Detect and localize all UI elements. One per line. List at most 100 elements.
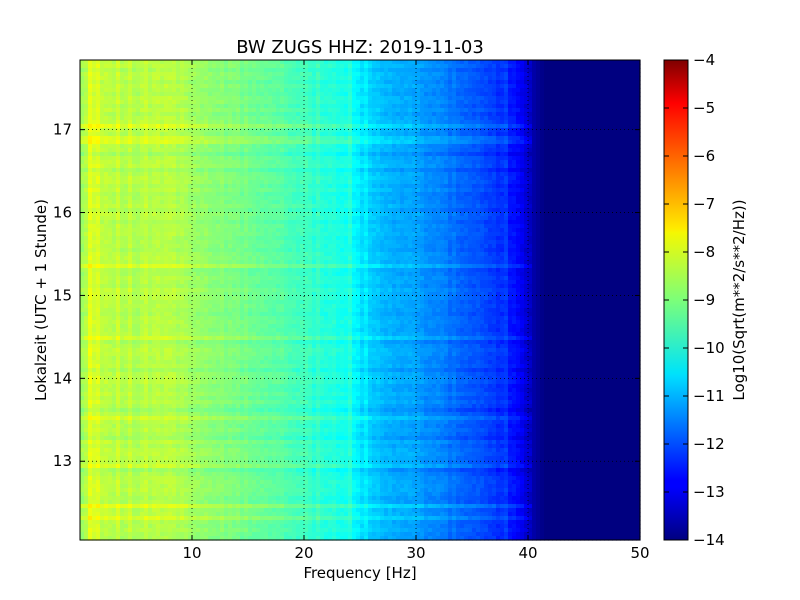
heatmap-cell [592, 100, 597, 105]
heatmap-cell [120, 80, 125, 85]
heatmap-cell [280, 164, 285, 169]
heatmap-cell [204, 144, 209, 149]
heatmap-cell [424, 76, 429, 81]
heatmap-cell [284, 168, 289, 173]
heatmap-cell [608, 184, 613, 189]
heatmap-cell [268, 80, 273, 85]
heatmap-cell [420, 180, 425, 185]
heatmap-cell [268, 60, 273, 65]
heatmap-cell [260, 192, 265, 197]
heatmap-cell [564, 144, 569, 149]
heatmap-cell [336, 136, 341, 141]
heatmap-cell [268, 144, 273, 149]
heatmap-cell [308, 156, 313, 161]
heatmap-cell [560, 68, 565, 73]
heatmap-cell [376, 184, 381, 189]
heatmap-cell [140, 124, 145, 129]
heatmap-cell [496, 188, 501, 193]
heatmap-cell [352, 180, 357, 185]
heatmap-cell [568, 116, 573, 121]
heatmap-cell [396, 72, 401, 77]
heatmap-cell [524, 192, 529, 197]
heatmap-cell [456, 68, 461, 73]
heatmap-cell [356, 88, 361, 93]
heatmap-cell [508, 104, 513, 109]
heatmap-cell [384, 172, 389, 177]
heatmap-cell [208, 184, 213, 189]
heatmap-cell [216, 164, 221, 169]
heatmap-cell [592, 168, 597, 173]
heatmap-cell [84, 140, 89, 145]
heatmap-cell [280, 160, 285, 165]
heatmap-cell [448, 60, 453, 65]
heatmap-cell [572, 136, 577, 141]
heatmap-cell [124, 148, 129, 153]
heatmap-cell [256, 184, 261, 189]
heatmap-cell [596, 60, 601, 65]
heatmap-cell [616, 80, 621, 85]
heatmap-cell [136, 172, 141, 177]
heatmap-cell [624, 104, 629, 109]
heatmap-cell [560, 88, 565, 93]
heatmap-cell [180, 156, 185, 161]
heatmap-cell [124, 176, 129, 181]
heatmap-cell [204, 92, 209, 97]
heatmap-cell [604, 100, 609, 105]
heatmap-cell [552, 112, 557, 117]
heatmap-cell [308, 140, 313, 145]
heatmap-cell [232, 156, 237, 161]
heatmap-cell [336, 168, 341, 173]
heatmap-cell [164, 132, 169, 137]
heatmap-cell [128, 176, 133, 181]
heatmap-cell [432, 128, 437, 133]
heatmap-cell [552, 140, 557, 145]
heatmap-cell [628, 100, 633, 105]
heatmap-cell [164, 188, 169, 193]
heatmap-cell [272, 96, 277, 101]
heatmap-cell [88, 112, 93, 117]
heatmap-cell [524, 136, 529, 141]
heatmap-cell [176, 100, 181, 105]
heatmap-cell [136, 128, 141, 133]
heatmap-cell [108, 116, 113, 121]
heatmap-cell [404, 132, 409, 137]
heatmap-cell [196, 112, 201, 117]
heatmap-cell [288, 196, 293, 201]
heatmap-cell [384, 104, 389, 109]
heatmap-cell [212, 140, 217, 145]
heatmap-cell [240, 84, 245, 89]
heatmap-cell [396, 96, 401, 101]
heatmap-cell [600, 160, 605, 165]
heatmap-cell [280, 108, 285, 113]
heatmap-cell [232, 64, 237, 69]
heatmap-cell [520, 88, 525, 93]
heatmap-cell [96, 200, 101, 205]
heatmap-cell [500, 132, 505, 137]
heatmap-cell [312, 68, 317, 73]
heatmap-cell [556, 72, 561, 77]
heatmap-cell [228, 188, 233, 193]
heatmap-cell [540, 196, 545, 201]
heatmap-cell [580, 84, 585, 89]
heatmap-cell [100, 172, 105, 177]
heatmap-cell [84, 120, 89, 125]
heatmap-cell [440, 108, 445, 113]
heatmap-cell [636, 188, 641, 193]
heatmap-cell [80, 156, 85, 161]
heatmap-cell [244, 84, 249, 89]
heatmap-cell [220, 120, 225, 125]
heatmap-cell [152, 96, 157, 101]
heatmap-cell [552, 64, 557, 69]
heatmap-cell [212, 180, 217, 185]
heatmap-cell [392, 156, 397, 161]
heatmap-cell [288, 192, 293, 197]
heatmap-cell [188, 168, 193, 173]
heatmap-cell [420, 112, 425, 117]
heatmap-cell [92, 104, 97, 109]
heatmap-cell [272, 180, 277, 185]
heatmap-cell [164, 80, 169, 85]
heatmap-cell [256, 172, 261, 177]
heatmap-cell [448, 184, 453, 189]
heatmap-cell [352, 184, 357, 189]
heatmap-cell [244, 76, 249, 81]
